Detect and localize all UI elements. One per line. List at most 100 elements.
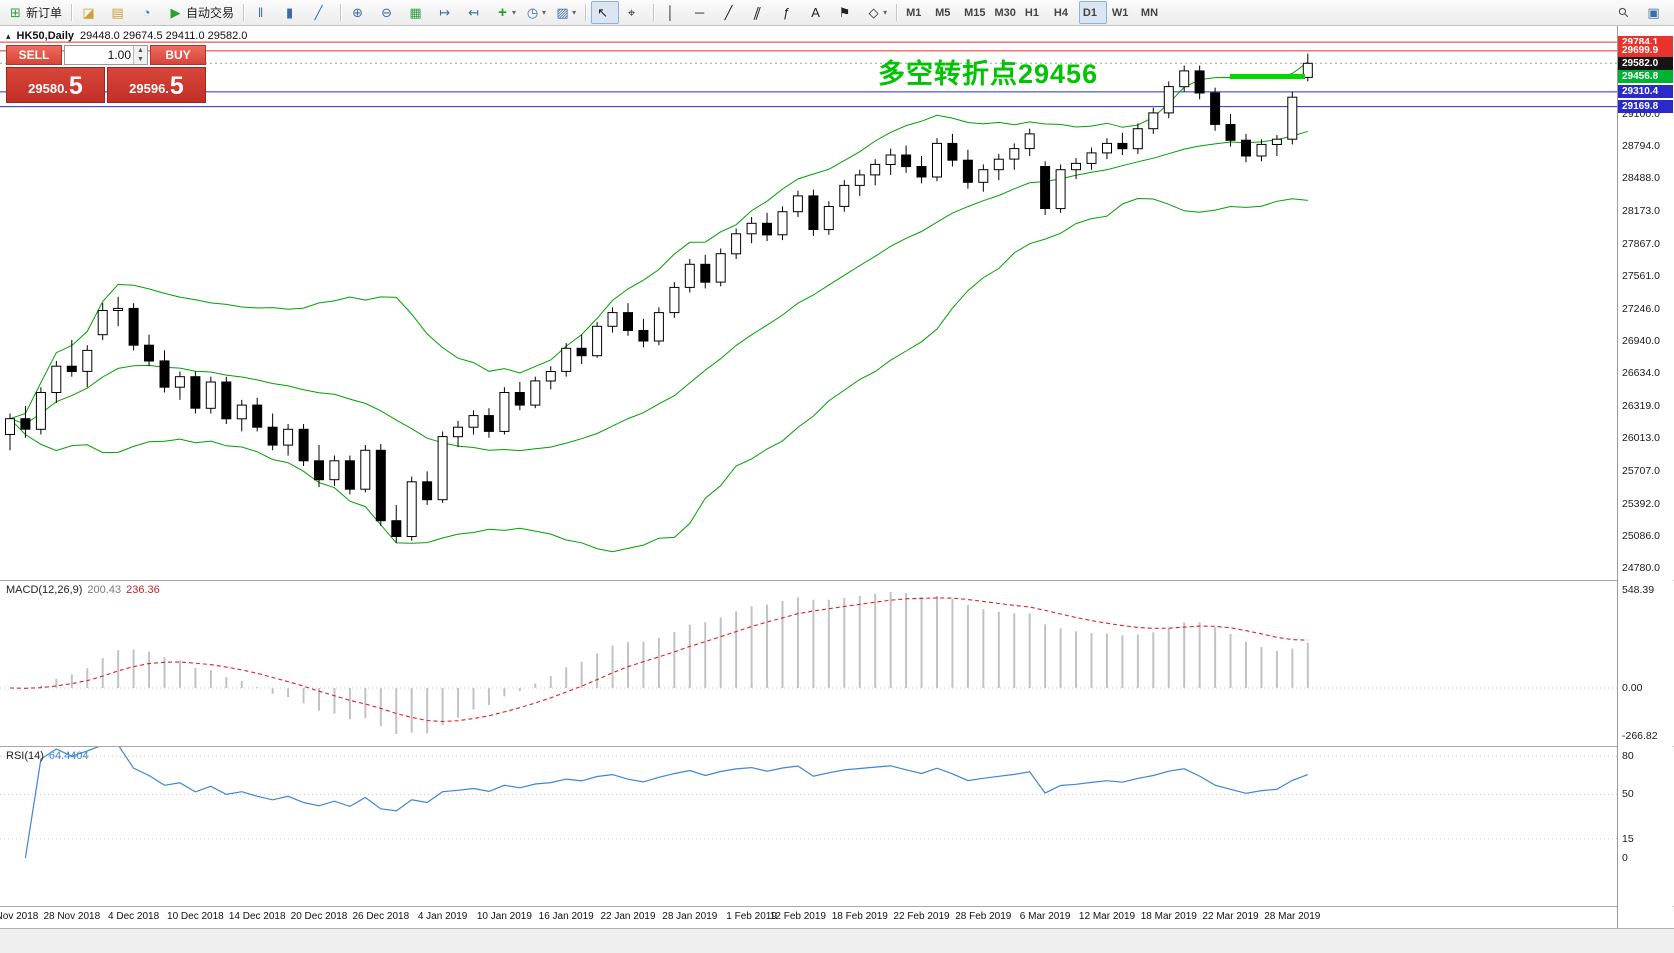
channel-icon: ∥ [751,5,764,20]
date-axis-label: 28 Mar 2019 [1264,911,1321,922]
date-axis-label: 4 Jan 2019 [417,911,468,922]
timeframe-w1[interactable]: W1 [1108,1,1136,24]
timeframe-mn[interactable]: MN [1137,1,1165,24]
price-tag: 29456.8 [1618,70,1673,83]
price-axis-label: 24780.0 [1622,562,1660,574]
search-button[interactable]: ⚲ [1612,1,1640,24]
sell-price-display[interactable]: 29580. 5 [6,67,105,103]
volume-input[interactable] [65,46,133,64]
main-chart-canvas[interactable] [0,26,1617,580]
volume-decrease-button[interactable]: ▼ [134,55,147,64]
data-window-icon: ◔ [142,5,151,20]
price-axis[interactable]: 29100.0 28794.0 28488.0 28173.0 27867.0 27561… [1617,26,1673,928]
date-axis-label: 12 Feb 2019 [769,911,826,922]
timeframe-m30[interactable]: M30 [991,1,1020,24]
toolbar-separator [243,4,245,21]
macd-axis-label: -266.82 [1622,729,1658,742]
price-axis-label: 28794.0 [1622,140,1660,153]
macd-panel-splitter[interactable] [0,580,1674,581]
buy-price-display[interactable]: 29596. 5 [107,67,206,103]
timeframe-m15-label: M15 [964,6,986,19]
zoom-in-button[interactable]: ⊕ [346,1,374,24]
line-chart-button[interactable]: ╱ [307,1,335,24]
date-axis-label: 10 Dec 2018 [167,911,224,922]
candles-icon: ▮ [285,5,294,20]
timeframe-h4[interactable]: H4 [1050,1,1078,24]
panel-icon: ▣ [1647,5,1660,20]
price-tag: 29169.8 [1618,100,1673,114]
profiles-button[interactable]: ▤ [106,1,134,24]
hline-icon: ─ [694,5,705,20]
macd-axis-label: 0.00 [1622,682,1643,694]
indicators-button[interactable]: + ▾ [491,1,520,24]
candlestick-chart-button[interactable]: ▮ [278,1,306,24]
date-axis-label: 22 Mar 2019 [1202,911,1259,922]
tile-icon: ▦ [409,5,422,20]
templates-button[interactable]: ▨ ▾ [551,1,580,24]
trendline-button[interactable]: ╱ [717,1,745,24]
autoscroll-icon: ↦ [439,5,450,20]
date-axis[interactable]: 22 Nov 2018 28 Nov 2018 4 Dec 2018 10 Dec 2… [0,907,1617,928]
price-big-digit: 5 [169,72,184,100]
new-chart-button[interactable]: ◪ [77,1,105,24]
timeframe-m5[interactable]: M5 [931,1,959,24]
symbol-period-label: HK50,Daily [16,30,75,42]
bar-chart-button[interactable]: ‖ [249,1,277,24]
chart-shift-button[interactable]: ↤ [462,1,490,24]
caret-down-icon: ▾ [572,8,577,17]
date-axis-label: 22 Jan 2019 [600,911,656,922]
timeframe-h1[interactable]: H1 [1021,1,1049,24]
date-axis-label: 28 Feb 2019 [955,911,1012,922]
price-axis-label: 27246.0 [1622,302,1660,315]
dock-button[interactable]: ▣ [1642,1,1670,24]
cursor-button[interactable]: ↖ [591,1,620,24]
price-axis-label: 27561.0 [1622,269,1660,282]
timeframe-m15[interactable]: M15 [960,1,989,24]
price-axis-label: 26940.0 [1622,335,1660,347]
data-window-button[interactable]: ◔ [135,1,163,24]
text-button[interactable]: A [804,1,832,24]
horizontal-line-button[interactable]: ─ [688,1,716,24]
equidistant-channel-button[interactable]: ∥ [746,1,774,24]
date-axis-label: 4 Dec 2018 [108,911,160,922]
price-big-digit: 5 [68,72,83,100]
macd-panel-canvas[interactable] [0,580,1617,746]
sell-button[interactable]: SELL [6,45,62,65]
timeframe-h1-label: H1 [1024,6,1039,19]
chart-text-annotation: 多空转折点29456 [878,59,1099,89]
toolbar-separator [585,4,587,21]
timeframe-w1-label: W1 [1111,6,1129,19]
one-click-panel-toggle[interactable]: ▴ [6,30,11,41]
vertical-line-button[interactable]: │ [659,1,687,24]
shapes-icon: ◇ [868,5,879,20]
zoom-out-icon: ⊖ [381,5,392,20]
rsi-axis-label: 0 [1622,852,1628,864]
ohlc-readout: 29448.0 29674.5 29411.0 29582.0 [80,30,248,42]
fibonacci-button[interactable]: ƒ [775,1,803,24]
buy-button[interactable]: BUY [150,45,206,65]
price-digits: 29596. [129,81,169,96]
zoom-out-button[interactable]: ⊖ [375,1,403,24]
timeframe-m1[interactable]: M1 [902,1,930,24]
rsi-panel-canvas[interactable] [0,746,1617,906]
new-order-icon: ⊞ [10,5,21,20]
date-axis-label: 22 Nov 2018 [0,911,39,922]
caret-down-icon: ▾ [883,8,888,17]
auto-scroll-button[interactable]: ↦ [433,1,461,24]
text-label-button[interactable]: ⚑ [833,1,861,24]
rsi-panel-splitter[interactable] [0,746,1674,747]
tile-windows-button[interactable]: ▦ [404,1,432,24]
timeframe-d1[interactable]: D1 [1078,1,1107,24]
vline-icon: │ [666,5,675,20]
arrows-button[interactable]: ◇ ▾ [862,1,891,24]
text-icon: A [811,5,820,20]
new-order-button[interactable]: ⊞ 新订单 [4,1,66,24]
price-axis-label: 25392.0 [1622,497,1660,510]
price-tag: 29310.4 [1618,85,1673,99]
autotrading-button[interactable]: ▶ 自动交易 [164,1,238,24]
template-icon: ▨ [556,5,569,20]
crosshair-button[interactable]: ⌖ [620,1,648,24]
periods-button[interactable]: ◷ ▾ [521,1,550,24]
volume-increase-button[interactable]: ▲ [134,46,147,55]
